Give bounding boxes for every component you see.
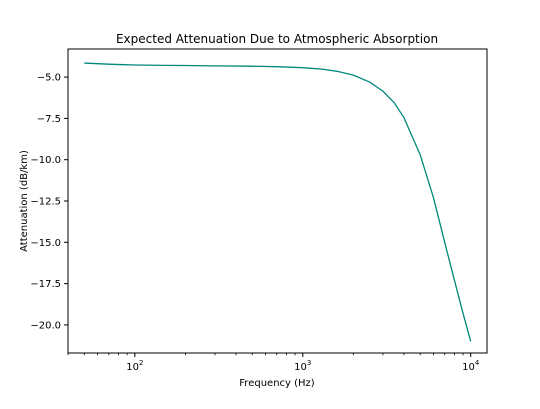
chart-title: Expected Attenuation Due to Atmospheric … xyxy=(116,32,438,46)
y-tick-label: −7.5 xyxy=(37,114,61,125)
plot-frame xyxy=(67,48,488,354)
series-line-0 xyxy=(84,62,472,342)
y-tick-label: −10.0 xyxy=(30,155,61,166)
y-tick-label: −5.0 xyxy=(37,73,61,84)
y-axis-label: Attenuation (dB/km) xyxy=(19,150,30,252)
x-axis-label: Frequency (Hz) xyxy=(239,378,315,389)
x-tick-label: 104 xyxy=(462,359,480,373)
y-tick-label: −15.0 xyxy=(30,238,61,249)
x-tick-label: 103 xyxy=(294,359,311,373)
plot-area xyxy=(84,62,472,342)
y-tick-label: −20.0 xyxy=(30,320,61,331)
y-axis: −5.0 −7.5 −10.0 −12.5 −15.0 −17.5 −20.0 xyxy=(30,73,68,331)
y-tick-label: −17.5 xyxy=(30,279,61,290)
y-tick-label: −12.5 xyxy=(30,197,61,208)
x-axis: 102 103 104 xyxy=(67,353,480,373)
x-tick-label: 102 xyxy=(126,359,143,373)
